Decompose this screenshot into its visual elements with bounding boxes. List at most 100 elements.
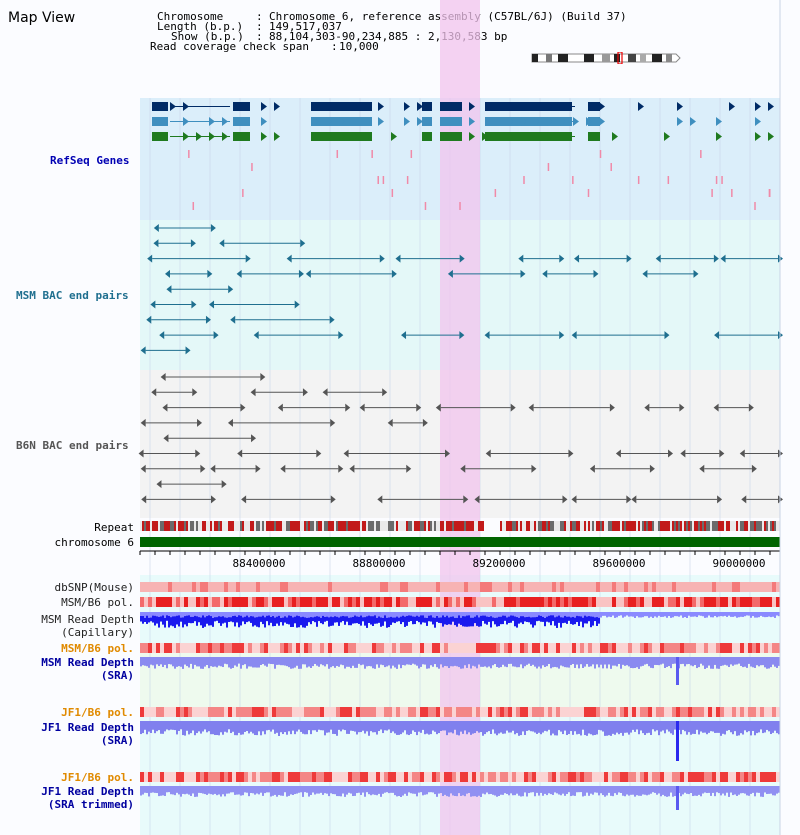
gene-block [152, 102, 168, 111]
b6n-bac-pair-end [343, 449, 349, 458]
snp-tick [769, 189, 771, 197]
b6n-bac-pair-end [699, 464, 705, 473]
msm-bac-pair-end [459, 254, 465, 263]
b6n-bac-pair-end [474, 495, 480, 504]
msm-bac-pair-end [146, 315, 152, 324]
gene-block [233, 132, 250, 141]
snp-tick [599, 150, 602, 158]
gene-arrow [768, 102, 774, 111]
msm-bac-pair-end [542, 269, 548, 278]
axis-tick-label: 88800000 [353, 557, 406, 570]
b6n-bac-pair-end [748, 403, 754, 412]
msm-bac-pair-end [191, 300, 197, 309]
b6n-bac-pairs[interactable] [138, 373, 783, 504]
msm-bac-pair-end [574, 254, 580, 263]
b6n-bac-pair-end [422, 418, 428, 427]
b6n-bac-pair-end [406, 464, 412, 473]
b6n-bac-pair-end [435, 403, 441, 412]
b6n-bac-pair-end [138, 449, 144, 458]
msm-bac-pair-end [459, 331, 465, 340]
b6n-bac-pair-end [251, 434, 257, 443]
gene-block [588, 117, 600, 126]
show-sep: : [256, 30, 263, 43]
axis-tick-label: 89600000 [593, 557, 646, 570]
b6n-bac-pair-end [387, 418, 393, 427]
b6n-bac-pair-end [615, 449, 621, 458]
b6n-bac-pair-end [141, 495, 147, 504]
b6n-bac-pair-end [416, 403, 422, 412]
page-title: Map View [8, 10, 76, 26]
gene-arrow [690, 117, 696, 126]
b6n-bac-pair-end [192, 388, 198, 397]
msm-bac-pair-end [205, 315, 211, 324]
b6n-bac-pair-end [568, 449, 574, 458]
gene-arrow [365, 132, 371, 141]
b6n-bac-pair-end [255, 464, 261, 473]
b6n-bac-pair-end [609, 403, 615, 412]
gene-block [152, 117, 168, 126]
b6n-bac-pair-end [741, 495, 747, 504]
gene-arrow [313, 117, 319, 126]
msm-bac-pair-end [395, 254, 401, 263]
gene-arrow [352, 102, 358, 111]
msm-bac-pair-end [286, 254, 292, 263]
b6n-bac-pair-end [719, 449, 725, 458]
msm-bac-pair-end [147, 254, 153, 263]
gene-arrow [456, 102, 462, 111]
gene-arrow [261, 132, 267, 141]
snp-tick [459, 202, 461, 210]
msm-depth-capillary-sub: (Capillary) [61, 626, 134, 639]
b6n-bac-pair-end [349, 464, 355, 473]
snp-tick [192, 202, 195, 210]
b6n-bac-pair-end [140, 464, 146, 473]
gene-arrow [274, 132, 280, 141]
gene-arrow [768, 132, 774, 141]
gene-arrow [352, 132, 358, 141]
b6n-bac-pair-end [227, 418, 233, 427]
msm-bac-pair-end [298, 269, 304, 278]
gene-arrow [677, 117, 683, 126]
jf1-depth-trim-sub: (SRA trimmed) [47, 798, 134, 811]
msm-bac-pair-end [230, 315, 236, 324]
b6n-bac-pair-end [240, 403, 246, 412]
msm-bac-pair-end [559, 331, 565, 340]
gene-arrow [469, 132, 475, 141]
b6n-bac-pair-end [221, 480, 227, 489]
msm-bac-pairs[interactable] [140, 224, 783, 355]
msm-bac-pair-end [713, 254, 719, 263]
refseq-genes[interactable] [152, 102, 774, 210]
msm-bac-pair-end [209, 300, 215, 309]
gene-block [440, 102, 462, 111]
gene-block [588, 102, 600, 111]
msm-bac-pair-end [210, 224, 216, 232]
msm-bac-pair-end [300, 239, 306, 248]
gene-block [440, 117, 462, 126]
b6n-bac-pair-end [338, 464, 344, 473]
gene-arrow [313, 102, 319, 111]
chromosome-ideogram[interactable] [528, 52, 684, 64]
b6n-bac-pair-end [717, 495, 723, 504]
b6n-bac-pair-end [751, 464, 757, 473]
msm-bac-pair-end [305, 269, 311, 278]
gene-arrow [378, 117, 384, 126]
snp-tick [382, 176, 385, 184]
snp-tick [242, 189, 244, 197]
b6n-bac-pair-end [377, 495, 383, 504]
b6n-bac-pair-end [200, 464, 206, 473]
chromosome-sep: : [256, 10, 263, 23]
gene-arrow [274, 102, 280, 111]
msm-bac-pair-end [518, 254, 524, 263]
msm-bac-pair-end [207, 269, 213, 278]
b6n-bac-pair-end [644, 403, 650, 412]
msm-bac-pair-end [153, 224, 159, 232]
msm-bac-pair-end [720, 254, 726, 263]
b6n-bac-pair-end [195, 449, 201, 458]
b6n-bac-pair-end [444, 449, 450, 458]
b6n-bac-pair-end [280, 464, 286, 473]
gene-arrow [716, 132, 722, 141]
msm-bac-pair-end [664, 331, 670, 340]
b6n-bac-pair-end [162, 403, 168, 412]
gene-arrow [612, 132, 618, 141]
